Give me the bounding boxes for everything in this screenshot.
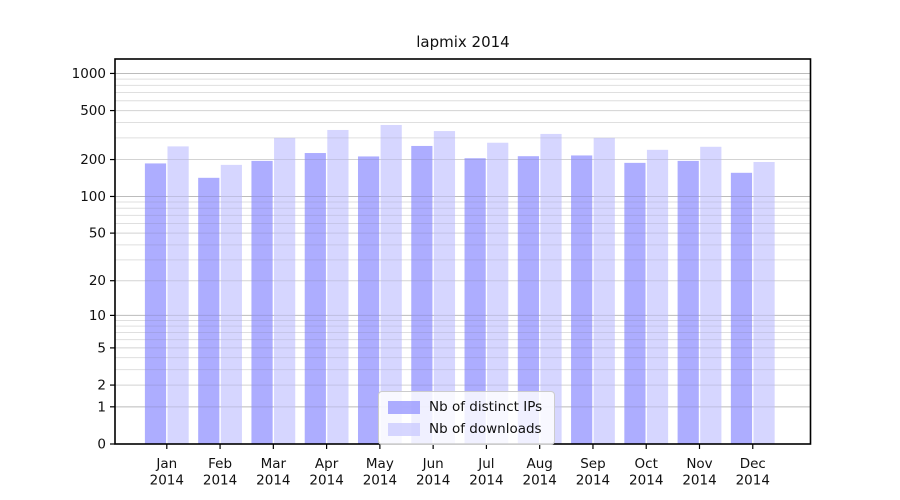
legend-swatch-distinct-ips	[388, 400, 420, 414]
y-tick-label: 2	[97, 378, 106, 394]
bars-downloads	[167, 124, 775, 445]
x-tick-label: Jan	[155, 456, 177, 472]
y-tick-label: 5	[97, 340, 106, 356]
bar	[357, 156, 380, 444]
bar	[411, 145, 433, 445]
bar	[700, 146, 722, 444]
y-tick-label: 0	[97, 437, 106, 453]
x-tick-year-label: 2014	[682, 473, 716, 489]
legend-item-downloads: Nb of downloads	[388, 421, 542, 437]
x-tick-year-label: 2014	[736, 473, 770, 489]
x-tick-year-label: 2014	[203, 473, 237, 489]
x-tick-label: Aug	[527, 456, 553, 472]
bar	[220, 164, 242, 445]
bar	[624, 162, 646, 444]
legend-label-distinct-ips: Nb of distinct IPs	[429, 399, 543, 415]
bar	[646, 149, 669, 444]
y-tick-label: 200	[80, 152, 106, 168]
legend-label-downloads: Nb of downloads	[429, 421, 542, 437]
x-tick-label: Jun	[422, 456, 444, 472]
y-tick-label: 500	[80, 103, 106, 119]
x-tick-label: Feb	[208, 456, 232, 472]
bar	[327, 129, 349, 444]
bar	[144, 163, 167, 445]
bar	[251, 160, 273, 444]
legend-item-distinct-ips: Nb of distinct IPs	[388, 399, 542, 415]
y-tick-label: 10	[89, 308, 106, 324]
y-tick-label: 20	[89, 273, 106, 289]
x-tick-year-label: 2014	[523, 473, 557, 489]
legend: Nb of distinct IPs Nb of downloads	[378, 391, 556, 445]
y-tick-label: 1	[97, 399, 106, 415]
x-tick-year-label: 2014	[416, 473, 450, 489]
y-tick-label: 50	[89, 226, 106, 242]
bar	[464, 158, 486, 444]
x-tick-year-label: 2014	[256, 473, 290, 489]
bar	[593, 137, 615, 444]
x-tick-label: Nov	[686, 456, 712, 472]
x-tick-year-label: 2014	[576, 473, 610, 489]
y-tick-label: 100	[80, 189, 106, 205]
x-tick-label: Sep	[580, 456, 605, 472]
bar	[274, 137, 296, 444]
x-tick-label: Dec	[740, 456, 766, 472]
bar	[730, 172, 753, 444]
bar	[380, 124, 402, 445]
bar	[167, 146, 189, 444]
bar	[487, 142, 509, 444]
x-tick-year-label: 2014	[363, 473, 397, 489]
bar	[677, 160, 699, 444]
x-tick-label: Jul	[477, 456, 494, 472]
bar	[571, 155, 593, 445]
bar	[540, 133, 562, 444]
bar	[304, 153, 326, 444]
x-tick-year-label: 2014	[150, 473, 184, 489]
bars-distinct-ips	[144, 145, 753, 445]
bar	[517, 156, 539, 444]
bar	[198, 177, 220, 445]
bar	[433, 131, 456, 444]
bar	[753, 162, 775, 444]
legend-swatch-downloads	[388, 422, 420, 436]
x-tick-year-label: 2014	[629, 473, 663, 489]
x-tick-label: Mar	[261, 456, 287, 472]
chart-title: lapmix 2014	[416, 33, 510, 51]
x-tick-label: Oct	[635, 456, 658, 472]
y-tick-label: 1000	[72, 66, 106, 82]
x-tick-year-label: 2014	[309, 473, 343, 489]
x-tick-label: May	[366, 456, 394, 472]
x-tick-label: Apr	[315, 456, 339, 472]
x-tick-year-label: 2014	[469, 473, 503, 489]
